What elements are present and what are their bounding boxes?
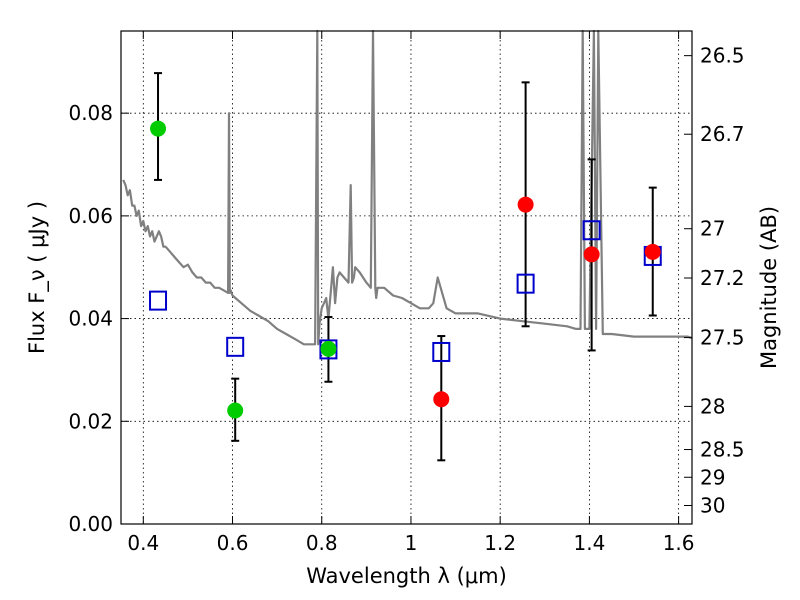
right-tick-label: 28.5	[700, 438, 745, 462]
right-tick-label: 28	[700, 394, 725, 418]
observed-photometry-point	[227, 402, 244, 419]
observed-photometry-point	[583, 246, 600, 263]
model-photometry-point	[582, 220, 601, 241]
right-tick-label: 26.7	[700, 122, 745, 146]
ticks	[121, 31, 692, 525]
plot-frame	[120, 30, 693, 525]
model-photometry-point	[226, 336, 245, 357]
model-spectrum-layer	[122, 29, 693, 346]
right-axis-label: Magnitude (AB)	[757, 206, 781, 369]
right-tick-label: 26.5	[700, 44, 745, 68]
x-tick-label: 1.6	[663, 531, 695, 555]
tick-labels: 0.4 0.6 0.8 1 1.2 1.4 1.6 0.00 0.02 0.04 0.06 0.08 2…	[68, 44, 744, 555]
right-tick-label: 27.5	[700, 326, 745, 350]
right-tick-label: 29	[700, 465, 725, 489]
model-spectrum-line	[122, 29, 693, 346]
x-tick-label: 1	[405, 531, 418, 555]
observed-points-layer	[150, 120, 661, 419]
y-axis-label: Flux F_ν ( μJy )	[25, 201, 50, 354]
model-photometry-point	[149, 290, 168, 311]
model-photometry-point	[516, 273, 535, 294]
y-tick-label: 0.04	[68, 307, 113, 331]
y-tick-label: 0.00	[68, 512, 113, 536]
model-points-layer	[149, 220, 662, 362]
right-tick-label: 27	[700, 217, 725, 241]
x-tick-label: 1.2	[484, 531, 516, 555]
observed-photometry-point	[150, 120, 167, 137]
x-tick-label: 0.4	[127, 531, 159, 555]
model-photometry-point	[432, 341, 451, 362]
observed-photometry-point	[433, 391, 450, 408]
observed-photometry-point	[517, 196, 534, 213]
right-tick-label: 30	[700, 494, 725, 518]
x-tick-label: 0.6	[217, 531, 249, 555]
observed-photometry-point	[320, 340, 337, 357]
observed-photometry-point	[644, 243, 661, 260]
y-tick-label: 0.06	[68, 204, 113, 228]
x-axis-label: Wavelength λ (μm)	[306, 564, 507, 588]
y-tick-label: 0.02	[68, 409, 113, 433]
model-photometry-point	[319, 339, 338, 360]
right-tick-label: 27.2	[700, 266, 745, 290]
x-tick-label: 0.8	[306, 531, 338, 555]
y-tick-label: 0.08	[68, 101, 113, 125]
x-tick-label: 1.4	[573, 531, 605, 555]
grid	[121, 31, 692, 525]
